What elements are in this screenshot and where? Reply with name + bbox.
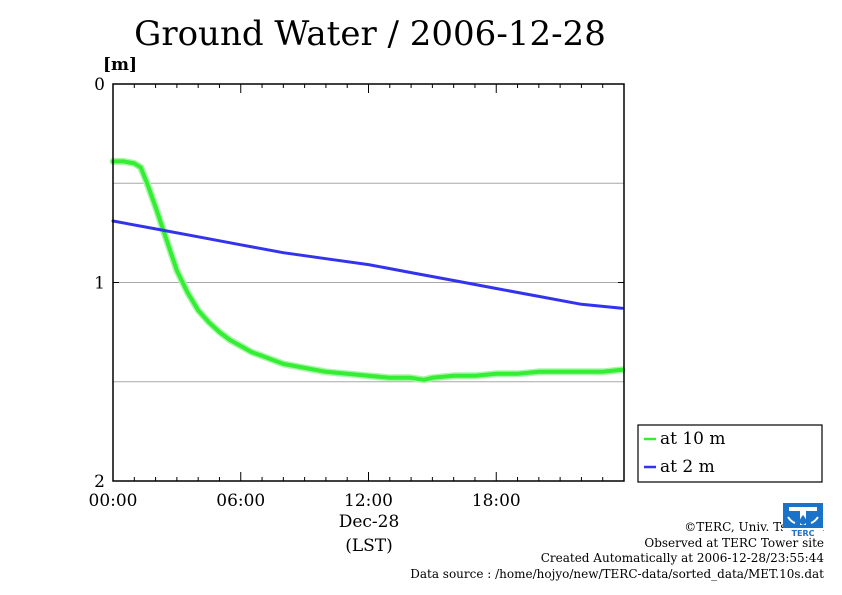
chart-title: Ground Water / 2006-12-28 <box>134 14 606 54</box>
series-halo-0 <box>109 157 626 384</box>
x-tick-label-0: 00:00 <box>89 491 138 511</box>
created-text: Created Automatically at 2006-12-28/23:5… <box>540 551 824 565</box>
legend-label-0: at 10 m <box>660 429 726 449</box>
x-tick-label-3: 18:00 <box>472 491 521 511</box>
axes: 0 1 2 [m] 00:00 06:00 12:00 18:00 Dec-28 (LST) <box>89 55 625 556</box>
x-axis-unit-label: (LST) <box>345 536 393 556</box>
series-line-at-10m <box>111 159 624 382</box>
series-layer <box>109 157 626 384</box>
y-axis-unit-label: [m] <box>103 55 137 75</box>
y-tick-label-0: 0 <box>94 75 105 95</box>
terc-logo-icon: TERC <box>783 503 823 537</box>
x-tick-label-1: 06:00 <box>216 491 265 511</box>
series-line-at-2m <box>111 219 624 310</box>
x-axis-date-label: Dec-28 <box>339 512 400 532</box>
footer-credits: ©TERC, Univ. Tsukuba Observed at TERC To… <box>410 520 824 582</box>
y-tick-label-1: 1 <box>94 274 105 294</box>
grid-lines <box>113 182 624 383</box>
copyright-text: ©TERC, Univ. Tsukuba <box>684 520 824 534</box>
legend: at 10 m at 2 m <box>637 424 823 483</box>
svg-text:TERC: TERC <box>792 529 815 537</box>
source-text: Data source : /home/hojyo/new/TERC-data/… <box>410 566 824 581</box>
legend-label-1: at 2 m <box>660 457 715 477</box>
x-tick-label-2: 12:00 <box>344 491 393 511</box>
legend-box <box>637 424 823 483</box>
y-tick-label-2: 2 <box>94 472 105 492</box>
observed-text: Observed at TERC Tower site <box>644 535 824 550</box>
